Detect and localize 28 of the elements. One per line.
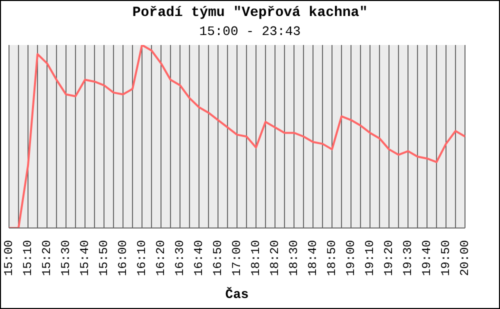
x-tick-label: 16:20 [154, 240, 168, 276]
x-tick-label: 19:20 [382, 240, 396, 276]
x-tick-label: 18:30 [287, 240, 301, 276]
x-tick-label: 19:30 [401, 240, 415, 276]
x-tick-label: 15:40 [78, 240, 92, 276]
x-axis-title: Čas [225, 287, 249, 302]
x-tick-label: 16:40 [192, 240, 206, 276]
chart-subtitle: 15:00 - 23:43 [198, 24, 302, 39]
x-tick-label: 16:10 [135, 240, 149, 276]
x-tick-label: 15:10 [21, 240, 35, 276]
x-tick-label: 18:10 [249, 240, 263, 276]
x-tick-label: 15:30 [59, 240, 73, 276]
x-tick-label: 19:50 [439, 240, 453, 276]
x-tick-label: 16:00 [116, 240, 130, 276]
x-tick-label: 20:00 [458, 240, 472, 276]
x-tick-label: 18:50 [325, 240, 339, 276]
x-tick-label: 16:30 [173, 240, 187, 276]
chart-title: Pořadí týmu "Vepřová kachna" [131, 5, 369, 21]
x-tick-label: 17:00 [230, 240, 244, 276]
x-tick-label: 15:20 [40, 240, 54, 276]
x-tick-label: 19:00 [344, 240, 358, 276]
x-tick-label: 16:50 [211, 240, 225, 276]
x-tick-label: 15:00 [2, 240, 16, 276]
x-tick-label: 18:40 [306, 240, 320, 276]
x-tick-label: 18:20 [268, 240, 282, 276]
x-tick-label: 15:50 [97, 240, 111, 276]
x-tick-label: 19:10 [363, 240, 377, 276]
x-tick-label: 19:40 [420, 240, 434, 276]
